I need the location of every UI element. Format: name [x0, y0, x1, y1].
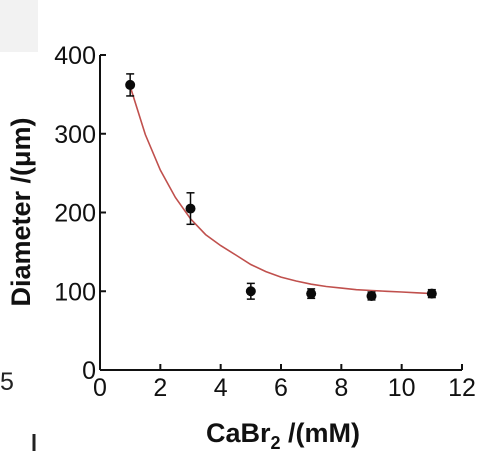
- data-point: [125, 79, 136, 90]
- data-point-group: [125, 73, 136, 97]
- corner-shade: [0, 0, 38, 52]
- data-point: [185, 203, 196, 214]
- y-tick-label: 400: [54, 42, 96, 70]
- data-point: [306, 288, 317, 299]
- left-edge-fragment: 5: [0, 368, 14, 396]
- x-axis-title-subscript: 2: [271, 433, 281, 451]
- data-point: [426, 288, 437, 299]
- x-tick-label: 0: [93, 374, 107, 402]
- x-axis-title-main: CaBr: [206, 418, 271, 448]
- x-tick-label: 4: [214, 374, 228, 402]
- y-tick-label: 200: [54, 200, 96, 228]
- data-point-group: [426, 288, 437, 299]
- y-tick-label: 300: [54, 121, 96, 149]
- data-point-group: [306, 288, 317, 300]
- x-axis-title-unit: /(mM): [281, 418, 360, 448]
- data-point-group: [185, 192, 196, 226]
- fit-curve: [129, 86, 432, 295]
- x-tick-label: 6: [274, 374, 288, 402]
- x-tick-label: 2: [153, 374, 167, 402]
- data-point-group: [245, 282, 256, 300]
- x-tick-label: 10: [388, 374, 416, 402]
- tick-group: 0 2 4 6 8 10 12 0 100 200 300 400: [54, 42, 476, 402]
- x-axis-title: CaBr2 /(mM): [206, 418, 360, 451]
- data-point: [245, 286, 256, 297]
- data-point: [366, 290, 377, 301]
- data-points-layer: [125, 73, 437, 301]
- y-tick-label: 100: [54, 278, 96, 306]
- data-point-group: [366, 290, 377, 301]
- y-tick-label: 0: [82, 357, 96, 385]
- x-tick-label: 12: [448, 374, 476, 402]
- x-tick-label: 8: [334, 374, 348, 402]
- y-axis-title: Diameter /(μm): [6, 117, 36, 306]
- fit-curve-layer: [129, 86, 432, 295]
